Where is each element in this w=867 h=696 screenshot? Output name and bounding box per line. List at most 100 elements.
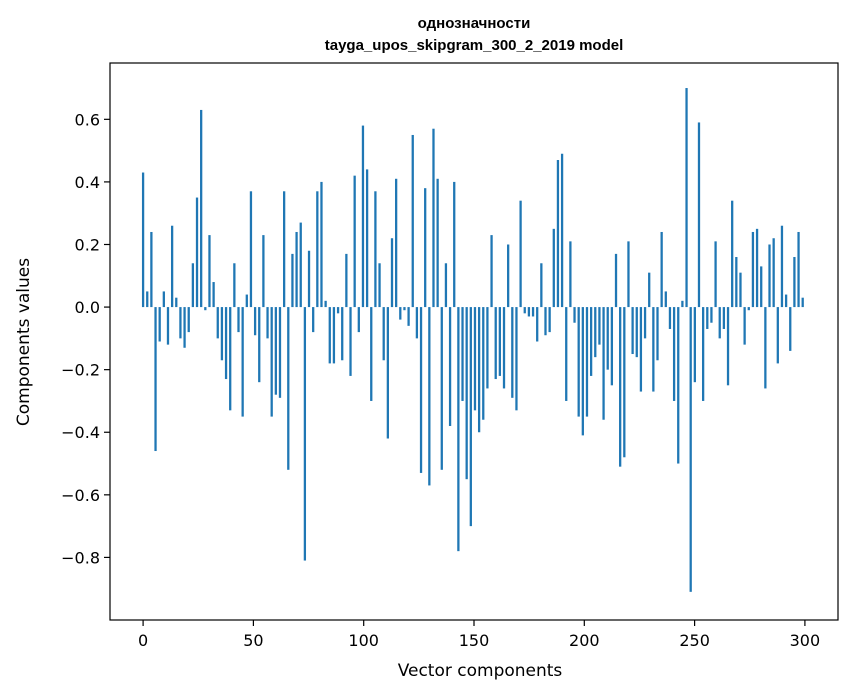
bar [220, 307, 224, 361]
bar [602, 307, 605, 420]
y-tick-label: 0.4 [75, 173, 100, 192]
bar [204, 307, 207, 311]
y-axis-ticks: −0.8 −0.6 −0.4 −0.2 0.0 0.2 0.4 0.6 [61, 110, 110, 567]
bar [697, 122, 701, 308]
bar [166, 307, 170, 345]
bar [370, 307, 373, 401]
bar [432, 128, 435, 308]
bar [490, 235, 493, 308]
bar [739, 272, 742, 308]
bar [668, 307, 672, 329]
bar [631, 307, 634, 355]
y-tick-label: 0.6 [75, 110, 100, 129]
x-tick-label: 200 [569, 631, 600, 650]
bar [299, 222, 302, 308]
bar [141, 172, 145, 308]
bar [295, 231, 298, 308]
bar [440, 307, 443, 470]
bar [585, 307, 589, 417]
bar [270, 307, 273, 417]
bar [195, 197, 199, 308]
bar [747, 307, 750, 311]
bar [349, 307, 352, 376]
x-tick-label: 50 [243, 631, 263, 650]
bar [677, 307, 680, 464]
bar [424, 188, 427, 308]
bar [652, 307, 655, 392]
bar [589, 307, 593, 376]
bar [237, 307, 240, 333]
bar [428, 307, 431, 486]
bar [556, 160, 560, 308]
bar [793, 257, 796, 308]
bar [498, 307, 502, 376]
x-axis-label: Vector components [398, 661, 563, 681]
bar [457, 307, 460, 552]
bar [598, 307, 601, 345]
y-tick-label: −0.8 [61, 548, 100, 567]
x-axis-ticks: 0 50 100 150 200 250 300 [138, 620, 820, 650]
bar [419, 307, 423, 473]
bar [453, 181, 456, 308]
bar [764, 307, 767, 389]
bar [316, 191, 319, 308]
bar [565, 307, 568, 401]
bar [154, 307, 157, 452]
bar [494, 307, 497, 380]
bar [681, 300, 684, 308]
bar [411, 134, 414, 308]
bar [685, 88, 688, 308]
y-axis-label: Components values [14, 258, 34, 426]
bar [693, 307, 696, 383]
x-tick-label: 150 [459, 631, 490, 650]
bar [710, 307, 713, 323]
bar [623, 307, 626, 458]
bar [581, 307, 584, 436]
bar [444, 263, 448, 308]
bar [407, 307, 410, 326]
bar [801, 297, 804, 308]
bar [179, 307, 182, 339]
bar [473, 307, 477, 411]
bar [573, 307, 576, 323]
bar [689, 307, 692, 592]
bar [465, 307, 468, 480]
bar [170, 225, 174, 308]
x-tick-label: 250 [679, 631, 710, 650]
bar [200, 109, 203, 308]
bar [701, 307, 705, 401]
bar [548, 307, 551, 333]
bar [382, 307, 385, 361]
y-tick-label: 0.0 [75, 298, 100, 317]
bar [245, 294, 248, 308]
x-tick-label: 100 [348, 631, 379, 650]
bar [278, 307, 282, 398]
bar [345, 253, 348, 308]
bar [784, 294, 788, 308]
bar [324, 300, 327, 308]
bar [328, 307, 331, 364]
bar [610, 307, 614, 386]
bar [656, 307, 659, 361]
bar [714, 241, 717, 308]
bar [146, 291, 149, 308]
bar [216, 307, 219, 339]
bar [482, 307, 485, 420]
bar [258, 307, 261, 383]
bar [477, 307, 481, 433]
bar [150, 231, 153, 308]
bar [386, 307, 389, 439]
bar [523, 307, 526, 314]
bar [735, 257, 738, 308]
bar [183, 307, 186, 348]
bar [262, 235, 265, 308]
bar [660, 231, 663, 308]
bar [266, 307, 269, 339]
bar [341, 307, 344, 361]
bar [511, 307, 514, 398]
y-tick-label: −0.2 [61, 361, 100, 380]
bar [726, 307, 730, 386]
y-tick-label: 0.2 [75, 235, 100, 254]
bar [249, 191, 253, 308]
